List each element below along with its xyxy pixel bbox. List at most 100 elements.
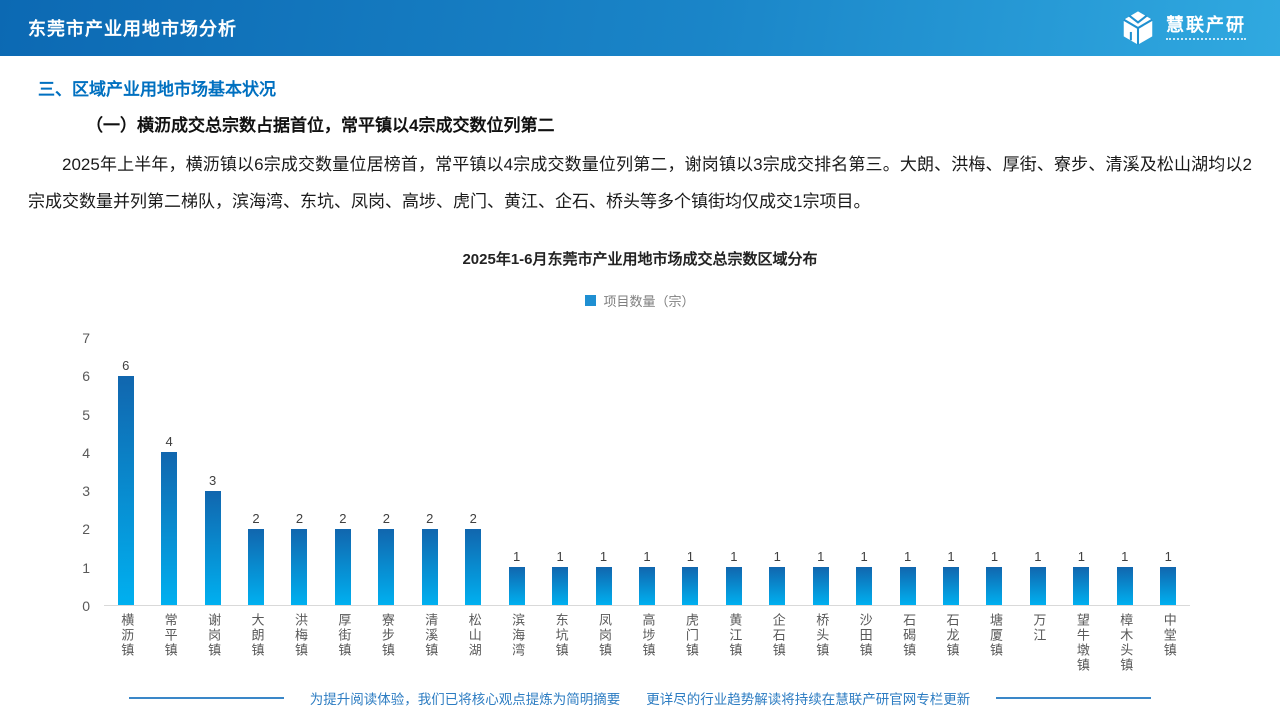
x-axis-label-cell: 厚街镇 [321,613,364,673]
x-axis-label: 凤岗镇 [597,613,612,658]
x-axis-label: 望牛墩镇 [1074,613,1090,673]
bar [161,452,178,605]
x-axis-label-cell: 滨海湾 [495,613,538,673]
bar-cell: 2 [365,338,408,605]
bar [117,376,134,605]
bar-value-label: 1 [1077,548,1085,564]
bar-cell: 1 [756,338,799,605]
x-axis-label-cell: 塘厦镇 [973,613,1016,673]
bar [899,566,916,605]
x-axis-label: 樟木头镇 [1118,613,1134,673]
header-bar: 东莞市产业用地市场分析 慧联产研 [0,0,1280,56]
x-axis-label-cell: 清溪镇 [408,613,451,673]
bar [334,528,351,605]
y-axis-tick-label: 7 [82,330,90,346]
cube-logo-icon [1123,11,1153,45]
bar-value-label: 1 [513,548,521,564]
bar-cell: 4 [147,338,190,605]
y-axis-tick-label: 2 [82,521,90,538]
bar-cell: 1 [669,338,712,605]
bar-value-label: 1 [860,548,868,564]
bar-value-label: 4 [165,434,173,450]
bar-value-label: 3 [208,472,217,488]
bar [769,566,786,605]
legend-swatch [585,295,597,306]
page-title: 东莞市产业用地市场分析 [28,19,237,39]
bar-cell: 1 [625,338,668,605]
bar [378,528,395,605]
bar-cell: 3 [191,338,234,605]
bar-cell: 1 [929,338,972,605]
x-axis-label: 虎门镇 [683,613,699,658]
y-axis-tick-label: 5 [82,406,90,423]
bar [465,528,482,605]
x-axis-label: 企石镇 [770,613,786,658]
bar-cell: 1 [973,338,1016,605]
footer: 为提升阅读体验，我们已将核心观点提炼为简明摘要 更详尽的行业趋势解读将持续在慧联… [0,688,1280,708]
bar [508,566,525,605]
y-axis-tick-label: 1 [82,559,90,576]
logo-text-block: 慧联产研 [1166,15,1246,41]
x-axis-label: 谢岗镇 [206,613,222,658]
bar [638,566,655,605]
bar [421,528,438,605]
y-axis-tick-label: 3 [82,483,90,500]
x-axis-label-cell: 中堂镇 [1147,613,1190,673]
bar [291,528,308,605]
x-axis-label: 桥头镇 [814,613,830,658]
x-axis-label: 塘厦镇 [987,613,1003,658]
x-axis-label: 横沥镇 [119,613,135,658]
bar-value-label: 1 [1164,548,1172,564]
x-axis-label: 寮步镇 [379,613,395,658]
logo-subtext-decoration [1166,38,1246,41]
x-axis-label-cell: 石碣镇 [886,613,929,673]
x-axis-label: 东坑镇 [553,613,569,658]
bar [552,566,569,605]
x-axis-labels: 横沥镇 常平镇 谢岗镇 大朗镇 洪梅镇 厚街镇 寮步镇 清溪镇 松山湖 滨海湾 东坑镇 凤岗镇 高埗镇 虎… [104,613,1190,673]
bar-cell: 1 [1016,338,1059,605]
bar-value-label: 1 [686,548,695,564]
bar-cell: 6 [104,338,147,605]
x-axis-label-cell: 常平镇 [147,613,190,673]
bar-cell: 2 [408,338,451,605]
chart-title: 2025年1-6月东莞市产业用地市场成交总宗数区域分布 [462,251,818,268]
bar-cell: 1 [1147,338,1190,605]
x-axis-label: 中堂镇 [1161,613,1177,658]
bar-value-label: 1 [773,548,781,564]
y-axis-tick-label: 0 [82,598,90,614]
bar-value-label: 1 [556,548,564,564]
x-axis-label-cell: 桥头镇 [799,613,842,673]
x-axis-label-cell: 横沥镇 [104,613,147,673]
bar [204,490,221,605]
bar-cell: 1 [842,338,885,605]
x-axis-label-cell: 高埗镇 [625,613,668,673]
bar-value-label: 2 [426,510,434,526]
x-axis-label-cell: 虎门镇 [669,613,712,673]
bar [725,566,742,605]
bar-value-label: 2 [295,510,304,526]
bar [1073,566,1090,605]
y-axis-tick-label: 4 [82,444,90,461]
x-axis-label-cell: 大朗镇 [234,613,277,673]
bar-value-label: 1 [1034,548,1042,564]
bar [1116,566,1133,605]
x-axis-label-cell: 企石镇 [756,613,799,673]
x-axis-label: 万江 [1031,613,1047,643]
x-axis-label: 高埗镇 [640,613,656,658]
x-axis-label: 石碣镇 [901,613,917,658]
body-paragraph: 2025年上半年，横沥镇以6宗成交数量位居榜首，常平镇以4宗成交数量位列第二，谢… [28,155,1252,211]
chart-legend: 项目数量（宗） [0,291,1280,310]
x-axis-label-cell: 石龙镇 [929,613,972,673]
x-axis-label-cell: 凤岗镇 [582,613,625,673]
x-axis-label: 厚街镇 [336,613,352,658]
bar-cell: 2 [452,338,495,605]
section-subtitle: （一）横沥成交总宗数占据首位，常平镇以4宗成交数位列第二 [86,116,555,135]
x-axis-label: 滨海湾 [510,613,526,658]
bar [1160,566,1177,605]
bar-cell: 2 [321,338,364,605]
bar-cell: 2 [234,338,277,605]
x-axis-label-cell: 黄江镇 [712,613,755,673]
y-axis-tick-label: 6 [82,368,90,385]
brand-logo: 慧联产研 [1119,9,1246,47]
bar-cell: 1 [886,338,929,605]
